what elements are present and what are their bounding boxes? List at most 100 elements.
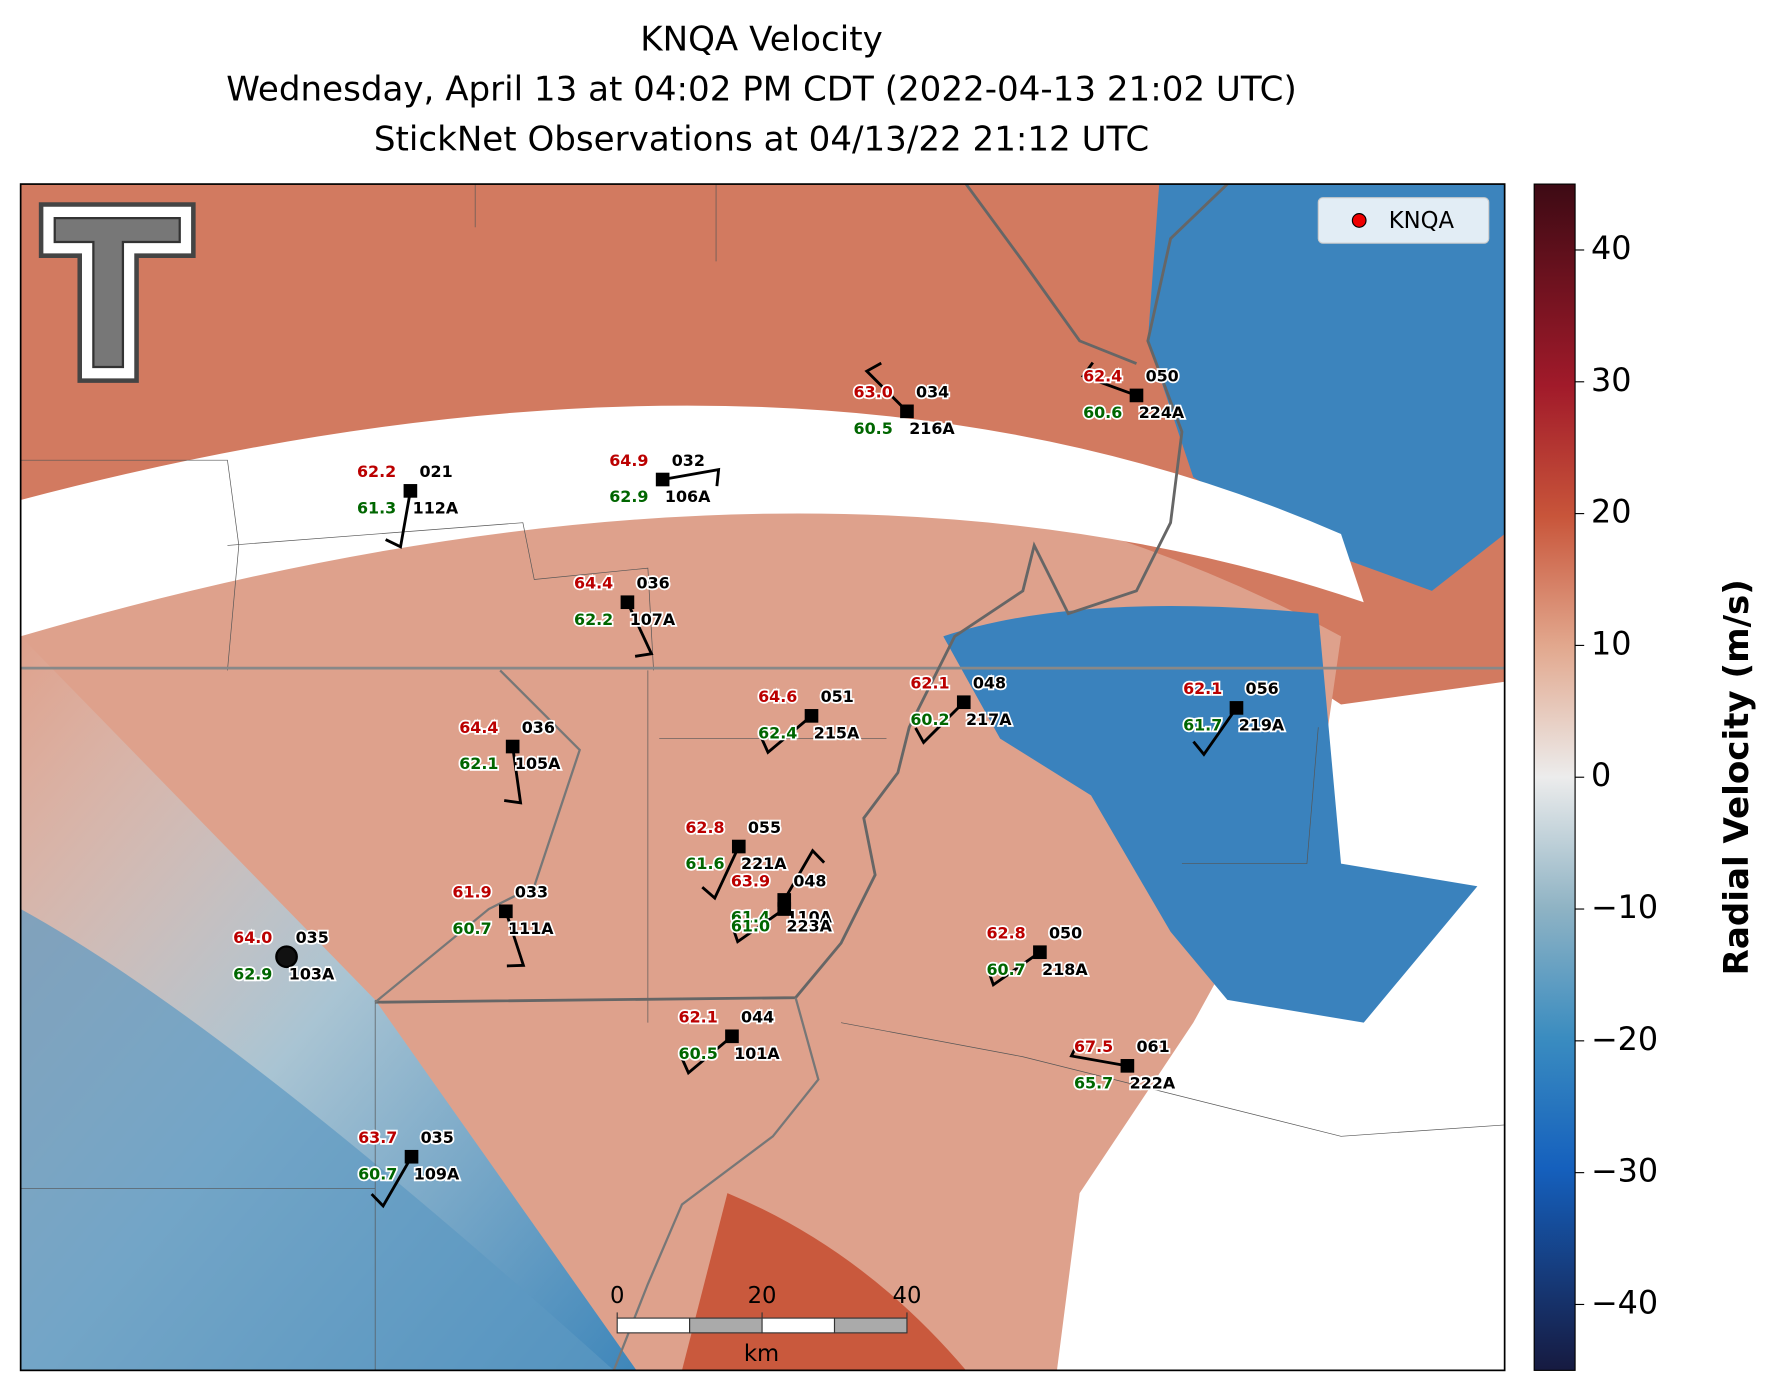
station-marker bbox=[404, 1149, 419, 1164]
station-id: 103A bbox=[289, 964, 335, 983]
station-id: 219A bbox=[1239, 716, 1285, 735]
wind: 048 bbox=[793, 871, 826, 890]
wind: 036 bbox=[522, 718, 555, 737]
wind-barb bbox=[864, 361, 908, 413]
station-marker bbox=[900, 404, 914, 419]
wind: 048 bbox=[973, 674, 1006, 693]
station-id: 222A bbox=[1130, 1074, 1176, 1093]
colorbar-label: Radial Velocity (m/s) bbox=[1717, 579, 1757, 975]
title: StickNet Observations at 04/13/22 21:12 … bbox=[374, 119, 1149, 159]
wind: 051 bbox=[821, 687, 854, 706]
wind: 061 bbox=[1136, 1037, 1169, 1056]
station-id: 218A bbox=[1042, 960, 1088, 979]
scale-tick-label: 0 bbox=[610, 1283, 624, 1309]
dewpoint: 60.2 bbox=[910, 710, 949, 729]
station-marker bbox=[725, 1029, 739, 1044]
station-id: 223A bbox=[787, 917, 833, 936]
legend-label: KNQA bbox=[1389, 208, 1455, 234]
titles: KNQA Velocity Wednesday, April 13 at 04:… bbox=[226, 19, 1297, 159]
temperature: 64.4 bbox=[459, 718, 498, 737]
dewpoint: 61.3 bbox=[357, 499, 396, 518]
station-marker bbox=[620, 595, 635, 610]
wind-barb bbox=[730, 907, 786, 944]
temperature: 62.8 bbox=[986, 924, 1025, 943]
station-marker bbox=[505, 739, 520, 754]
temperature: 62.8 bbox=[685, 818, 724, 837]
station-marker bbox=[731, 839, 746, 854]
colorbar-tick-label: 30 bbox=[1591, 361, 1631, 399]
station-marker bbox=[499, 904, 513, 919]
wind: 036 bbox=[637, 574, 670, 593]
wind: 035 bbox=[421, 1128, 454, 1147]
colorbar-tick-label: 10 bbox=[1591, 624, 1631, 662]
scale-tick-label: 20 bbox=[748, 1283, 777, 1309]
temperature: 63.0 bbox=[854, 383, 893, 402]
wind-barb bbox=[626, 601, 654, 658]
temperature: 63.7 bbox=[358, 1128, 397, 1147]
wind-barb bbox=[680, 1035, 733, 1076]
scale-unit: km bbox=[744, 1341, 779, 1367]
wind-barb bbox=[370, 1156, 413, 1209]
station-id: 101A bbox=[734, 1044, 780, 1063]
temperature: 62.4 bbox=[1083, 367, 1122, 386]
station-id: 112A bbox=[413, 499, 459, 518]
temperature: 64.9 bbox=[609, 451, 648, 470]
wind: 044 bbox=[741, 1008, 774, 1027]
dewpoint: 62.9 bbox=[233, 964, 272, 983]
station-marker bbox=[1229, 701, 1244, 715]
wind: 034 bbox=[916, 383, 949, 402]
wind: 033 bbox=[515, 883, 548, 902]
wind-barb bbox=[1080, 361, 1137, 397]
station-id: 111A bbox=[508, 919, 554, 938]
wind-barb bbox=[385, 490, 412, 549]
title: Wednesday, April 13 at 04:02 PM CDT (202… bbox=[226, 69, 1297, 109]
wind: 056 bbox=[1246, 679, 1279, 698]
temperature: 62.2 bbox=[357, 462, 396, 481]
stations: 62.2 021 61.3 112A 64.9 032 62.9 106A 63.0 034 60.… bbox=[231, 361, 1287, 1209]
wind-barb bbox=[662, 467, 721, 487]
station-id: 215A bbox=[814, 724, 860, 743]
colorbar-tick-label: −10 bbox=[1591, 888, 1658, 926]
dewpoint: 60.6 bbox=[1083, 403, 1122, 422]
wind-barb bbox=[701, 845, 741, 901]
wind: 050 bbox=[1049, 924, 1082, 943]
radar-site bbox=[275, 945, 298, 969]
dewpoint: 60.5 bbox=[679, 1044, 718, 1063]
temperature: 62.1 bbox=[910, 674, 949, 693]
station-marker bbox=[777, 902, 792, 916]
dewpoint: 65.7 bbox=[1074, 1074, 1113, 1093]
wind-barb bbox=[503, 746, 523, 805]
dewpoint: 60.7 bbox=[358, 1164, 397, 1183]
station-marker bbox=[655, 472, 670, 487]
map-frame bbox=[19, 183, 1506, 1372]
wind-barb bbox=[986, 951, 1041, 988]
dewpoint: 62.9 bbox=[609, 487, 648, 506]
scale-segment bbox=[689, 1317, 763, 1334]
scale-tick-label: 40 bbox=[892, 1283, 921, 1309]
temperature: 67.5 bbox=[1074, 1037, 1113, 1056]
scale-bar: 0 20 40 km bbox=[610, 1283, 921, 1367]
station-marker bbox=[1120, 1059, 1135, 1073]
station-marker bbox=[956, 695, 971, 710]
colorbar-tick-label: −40 bbox=[1591, 1283, 1658, 1321]
colorbar bbox=[1533, 183, 1576, 1371]
temperature: 62.1 bbox=[1183, 679, 1222, 698]
dewpoint: 62.4 bbox=[758, 724, 797, 743]
wind: 050 bbox=[1146, 367, 1179, 386]
logo bbox=[38, 202, 196, 383]
station-marker bbox=[1129, 388, 1144, 403]
scale-segment bbox=[616, 1317, 691, 1334]
station-id: 106A bbox=[665, 487, 711, 506]
scale-segment bbox=[833, 1317, 908, 1334]
wind-barb bbox=[759, 714, 813, 755]
station-id: 109A bbox=[414, 1164, 460, 1183]
wind: 032 bbox=[672, 451, 705, 470]
station-id: 217A bbox=[966, 710, 1012, 729]
colorbar-tick-label: −20 bbox=[1591, 1020, 1658, 1058]
legend-marker bbox=[1351, 213, 1367, 228]
dewpoint: 60.7 bbox=[986, 960, 1025, 979]
temperature: 64.4 bbox=[574, 574, 613, 593]
station-marker bbox=[804, 709, 819, 723]
colorbar-ticks: −40 −30 −20 −10 0 10 20 30 40 bbox=[1575, 229, 1658, 1321]
